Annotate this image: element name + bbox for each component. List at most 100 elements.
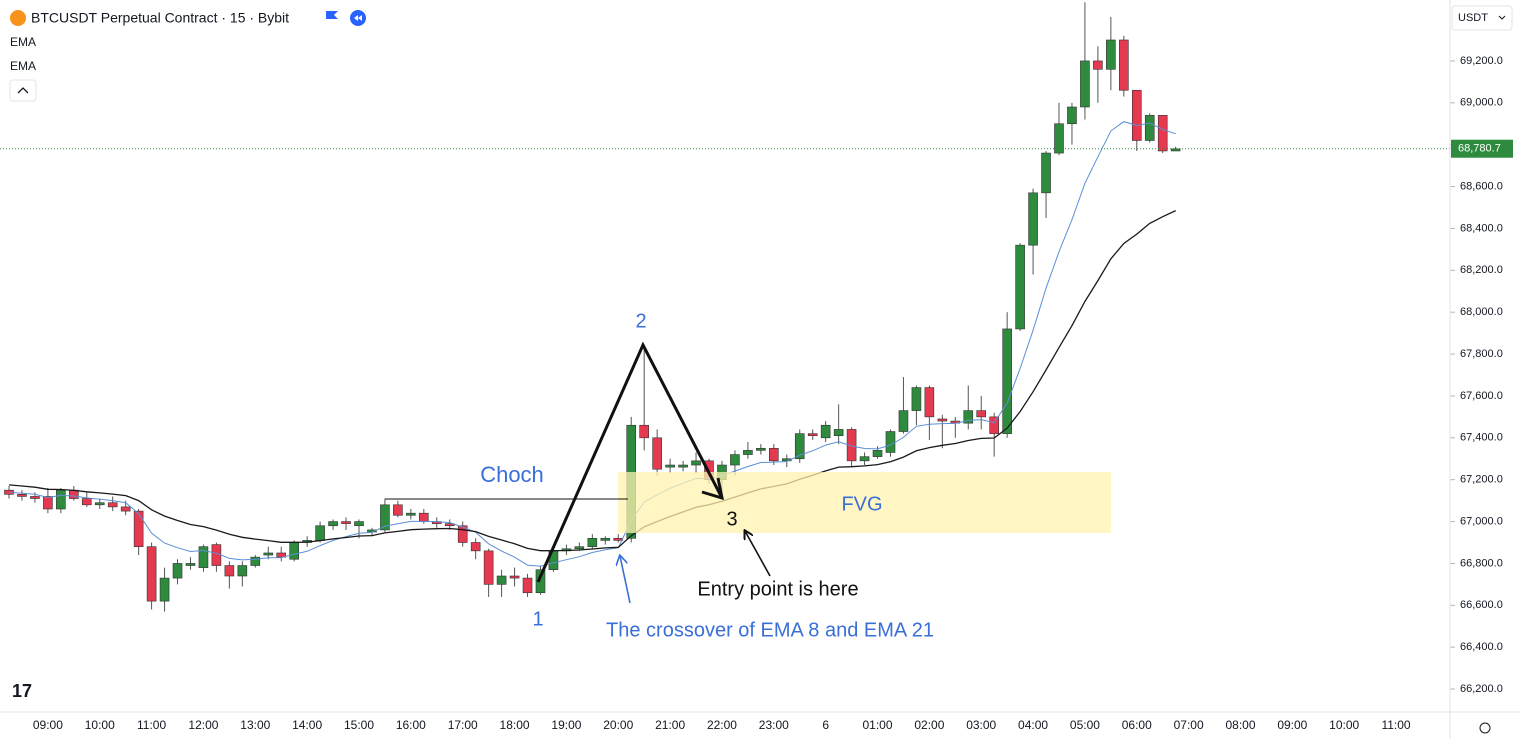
candle-body (419, 512, 429, 522)
candle-body (1144, 115, 1155, 141)
x-tick-label: 19:00 (551, 718, 581, 732)
choch-label: Choch (480, 462, 544, 487)
fvg-label: FVG (841, 493, 882, 515)
candle-body (794, 433, 805, 460)
x-tick-label: 06:00 (1122, 718, 1152, 732)
entry-arrow (745, 531, 771, 577)
x-tick-label: 20:00 (603, 718, 633, 732)
x-tick-label: 15:00 (344, 718, 374, 732)
last-price-label: 68,780.7 (1458, 143, 1501, 155)
candle-body (133, 510, 144, 547)
candle-body (924, 387, 935, 418)
candle-body (509, 575, 520, 579)
candle-body (1041, 152, 1051, 194)
replay-glyph (354, 15, 362, 21)
zigzag-arrowhead (701, 477, 724, 501)
fvg-zone (618, 472, 1111, 533)
collapse-button[interactable] (9, 79, 37, 102)
x-tick-label: 09:00 (1277, 718, 1307, 732)
zigzag (536, 341, 724, 583)
candle-body (354, 521, 364, 527)
x-tick-label: 12:00 (188, 718, 218, 732)
x-tick-label: 16:00 (396, 718, 426, 732)
candle-body (483, 550, 494, 585)
candle-body (937, 418, 948, 422)
currency-label[interactable]: USDT (1458, 12, 1488, 24)
symbol-title: BTCUSDT Perpetual Contract · 15 · Bybit (31, 10, 289, 26)
entry-label: Entry point is here (697, 578, 858, 600)
x-tick-label: 6 (822, 718, 829, 732)
candle-body (730, 454, 740, 466)
candle-body (807, 433, 818, 437)
x-tick-label: 02:00 (914, 718, 944, 732)
candle-body (1015, 244, 1025, 330)
indicator-label[interactable]: EMA (10, 35, 36, 49)
point-label: 1 (532, 608, 543, 630)
settings-icon[interactable] (1479, 722, 1491, 734)
y-tick-label: 67,200.0 (1460, 474, 1503, 486)
x-tick-label: 21:00 (655, 718, 685, 732)
candle-body (1093, 60, 1103, 70)
candle-body (872, 450, 883, 457)
candle-body (457, 525, 468, 543)
candle-body (1054, 123, 1064, 154)
candle-body (496, 575, 507, 585)
candle-body (963, 410, 974, 424)
candle-body (94, 502, 105, 506)
x-tick-label: 14:00 (292, 718, 322, 732)
indicator-label[interactable]: EMA (10, 59, 36, 73)
candle-body (289, 542, 299, 560)
candle-body (522, 577, 533, 594)
candle-body (250, 556, 261, 566)
flag-icon[interactable] (326, 11, 338, 19)
x-tick-label: 05:00 (1070, 718, 1100, 732)
candle-body (976, 410, 987, 418)
candle-body (172, 563, 183, 579)
x-tick-label: 17:00 (448, 718, 478, 732)
candle-body (211, 544, 222, 566)
candle-body (120, 506, 131, 512)
candle-body (1131, 89, 1142, 141)
y-tick-label: 67,000.0 (1460, 515, 1503, 527)
logo[interactable]: 17 (12, 681, 32, 701)
currency-selector[interactable] (1451, 5, 1513, 31)
y-tick-label: 67,600.0 (1460, 390, 1503, 402)
crossover-arrow (620, 556, 631, 604)
candle-body (444, 523, 455, 527)
candle-body (1080, 60, 1090, 108)
y-tick-label: 69,000.0 (1460, 97, 1503, 109)
x-tick-label: 09:00 (33, 718, 63, 732)
x-tick-label: 10:00 (1329, 718, 1359, 732)
candle-body (263, 552, 274, 556)
candle-body (1170, 148, 1181, 152)
candle-body (1067, 106, 1077, 125)
y-tick-label: 66,200.0 (1460, 683, 1503, 695)
chevron (17, 87, 29, 94)
candle-body (237, 565, 248, 577)
y-tick-label: 66,400.0 (1460, 641, 1503, 653)
candle-body (198, 546, 209, 568)
coin-icon (10, 10, 26, 26)
candle-body (769, 447, 779, 462)
candle-body (159, 577, 170, 602)
point-label: 2 (635, 310, 646, 332)
x-tick-label: 23:00 (759, 718, 789, 732)
ema-line (8, 210, 1176, 552)
x-tick-label: 11:00 (137, 718, 166, 732)
point-label: 3 (726, 508, 737, 530)
candle-body (859, 456, 870, 462)
candle-body (652, 437, 662, 470)
y-tick-label: 68,400.0 (1460, 222, 1503, 234)
candle-body (691, 460, 701, 466)
ema-line (8, 121, 1176, 567)
x-tick-label: 11:00 (1381, 718, 1410, 732)
y-tick-label: 69,200.0 (1460, 55, 1503, 67)
x-tick-label: 10:00 (85, 718, 115, 732)
x-tick-label: 04:00 (1018, 718, 1048, 732)
candle-body (535, 569, 546, 594)
candle-body (380, 504, 390, 531)
candle-body (17, 494, 27, 497)
candle-body (1028, 192, 1038, 246)
